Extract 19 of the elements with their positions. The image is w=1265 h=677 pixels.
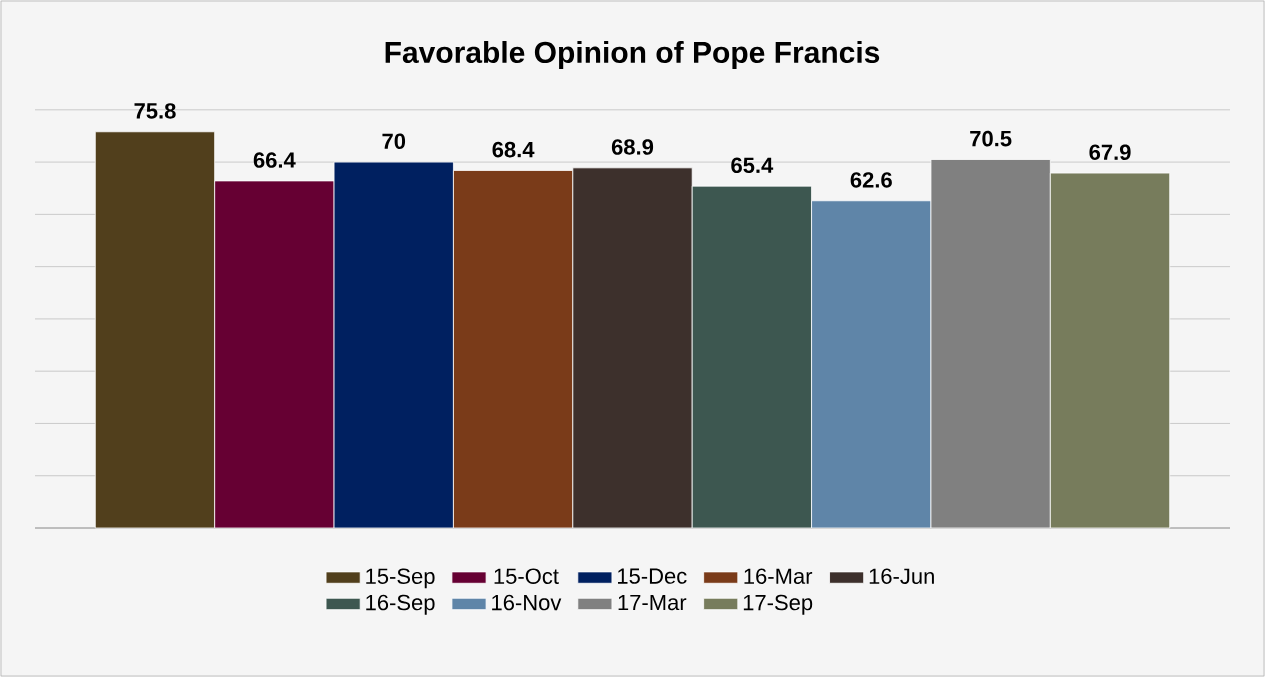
legend-label: 16-Jun (869, 568, 934, 584)
legend-label: 16-Nov (492, 594, 562, 611)
data-label: 62.6 (850, 172, 892, 188)
data-label: 75.8 (134, 103, 176, 119)
legend-label: 17-Mar (618, 594, 687, 611)
data-label: 68.9 (611, 139, 654, 155)
data-label: 67.9 (1089, 144, 1131, 160)
chart-title: Favorable Opinion of Pope Francis (385, 41, 880, 69)
data-label: 70.5 (970, 130, 1012, 147)
legend-label: 15-Sep (366, 568, 435, 589)
legend-label: 15-Oct (494, 568, 559, 584)
legend-label: 16-Sep (366, 594, 435, 615)
legend-label: 16-Mar (744, 568, 813, 584)
legend-label: 15-Dec (618, 568, 687, 584)
data-label: 66.4 (253, 152, 296, 168)
data-label: 68.4 (492, 141, 535, 158)
data-label: 65.4 (731, 157, 774, 174)
data-label: 70 (382, 133, 406, 150)
legend-label: 17-Sep (743, 594, 813, 615)
